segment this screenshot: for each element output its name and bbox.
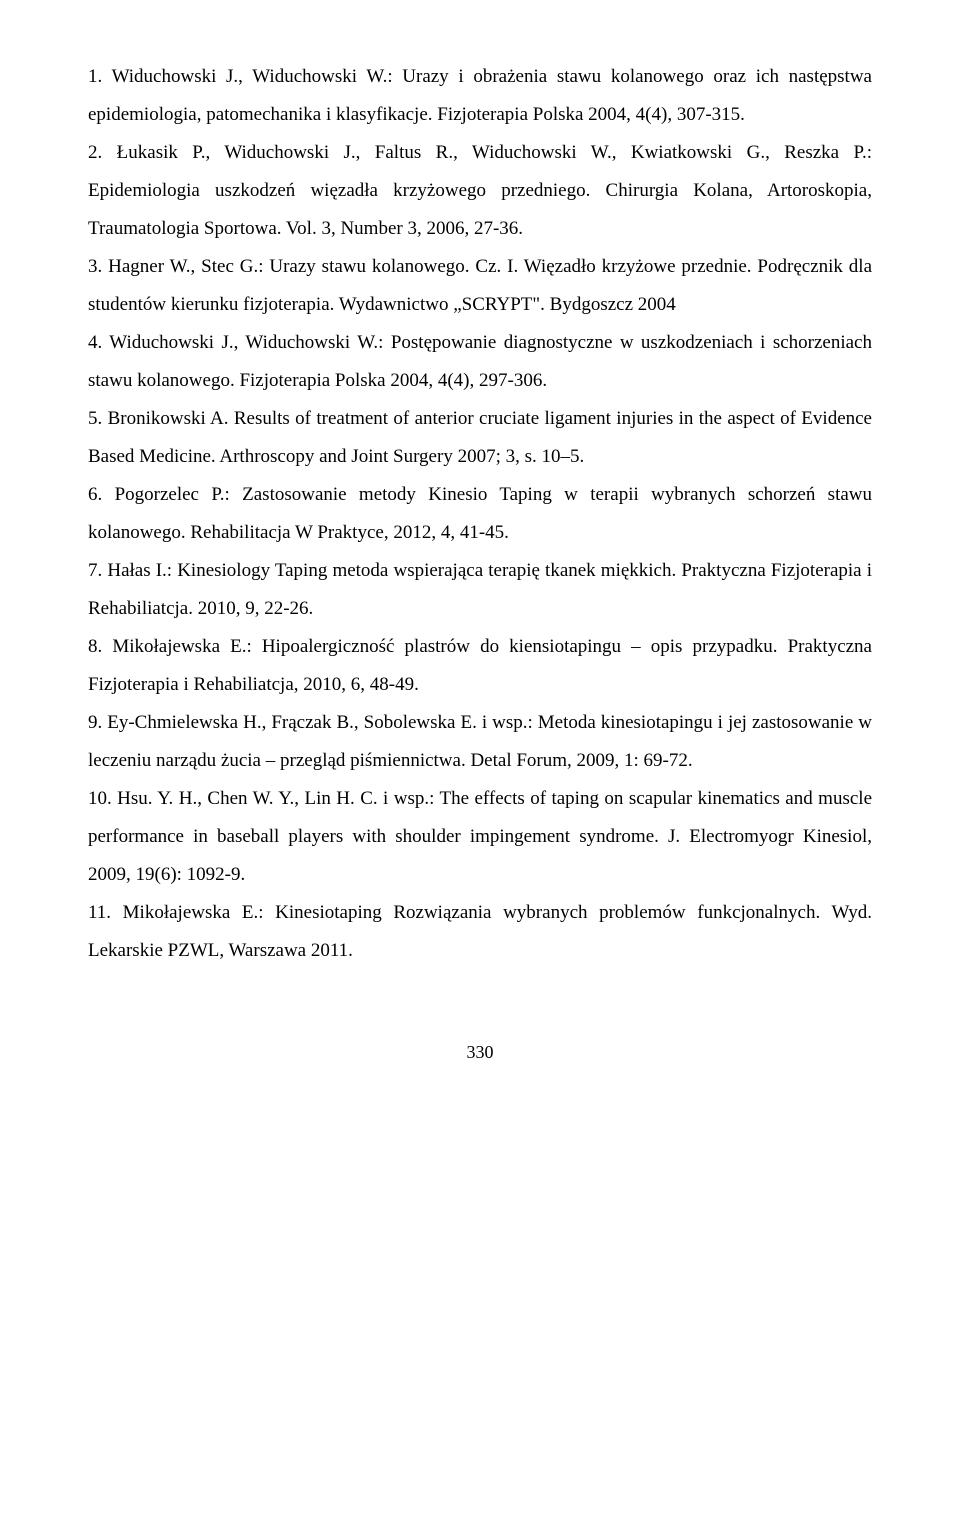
reference-item: 7. Hałas I.: Kinesiology Taping metoda w… [88,552,872,628]
reference-item: 4. Widuchowski J., Widuchowski W.: Postę… [88,324,872,400]
reference-item: 1. Widuchowski J., Widuchowski W.: Urazy… [88,58,872,134]
page-number: 330 [88,1042,872,1063]
references-list: 1. Widuchowski J., Widuchowski W.: Urazy… [88,58,872,970]
reference-item: 2. Łukasik P., Widuchowski J., Faltus R.… [88,134,872,248]
reference-item: 10. Hsu. Y. H., Chen W. Y., Lin H. C. i … [88,780,872,894]
reference-item: 5. Bronikowski A. Results of treatment o… [88,400,872,476]
reference-item: 9. Ey-Chmielewska H., Frączak B., Sobole… [88,704,872,780]
reference-item: 6. Pogorzelec P.: Zastosowanie metody Ki… [88,476,872,552]
reference-item: 11. Mikołajewska E.: Kinesiotaping Rozwi… [88,894,872,970]
reference-item: 3. Hagner W., Stec G.: Urazy stawu kolan… [88,248,872,324]
reference-item: 8. Mikołajewska E.: Hipoalergiczność pla… [88,628,872,704]
